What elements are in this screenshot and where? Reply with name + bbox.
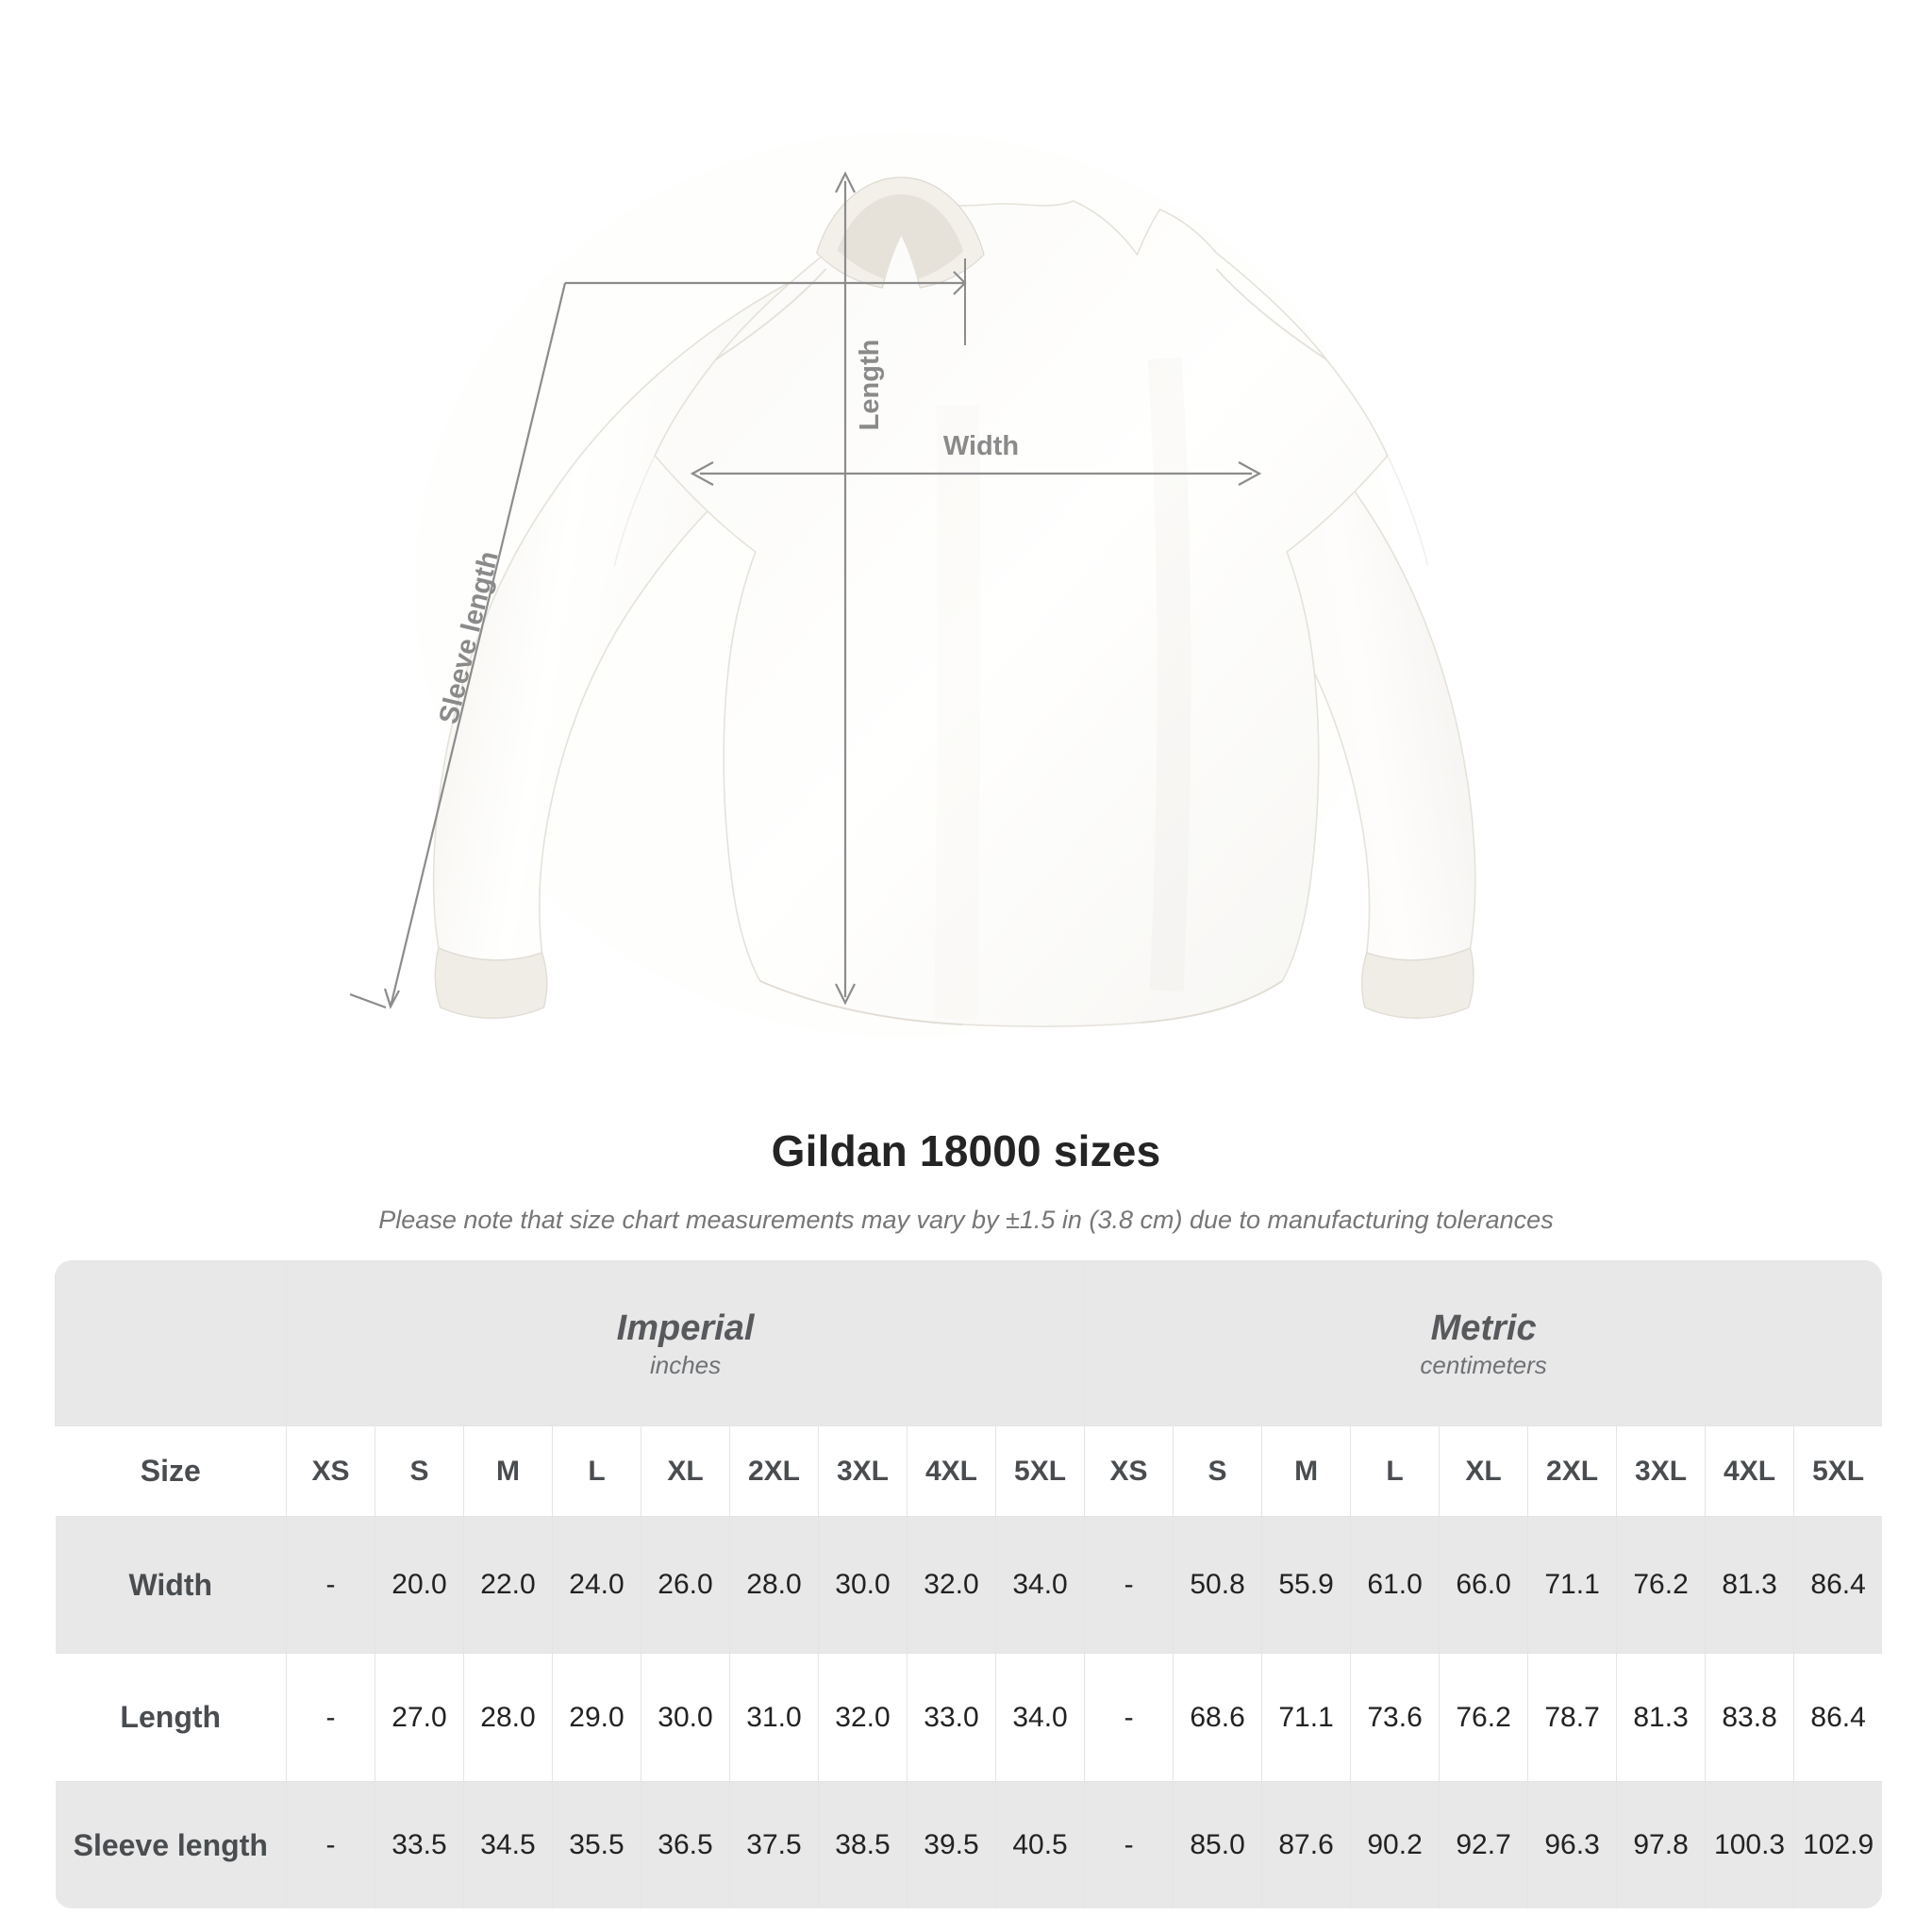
svg-text:Length: Length (855, 340, 885, 431)
svg-text:Width: Width (943, 431, 1019, 461)
